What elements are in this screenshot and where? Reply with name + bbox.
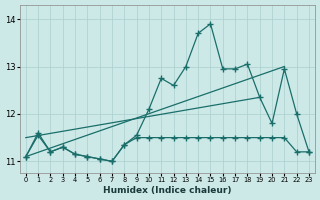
X-axis label: Humidex (Indice chaleur): Humidex (Indice chaleur) <box>103 186 232 195</box>
